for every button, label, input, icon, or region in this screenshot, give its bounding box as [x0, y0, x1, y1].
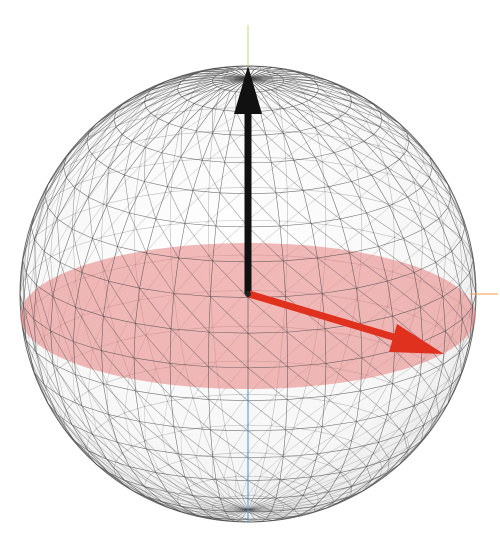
sphere-origin — [245, 291, 251, 297]
